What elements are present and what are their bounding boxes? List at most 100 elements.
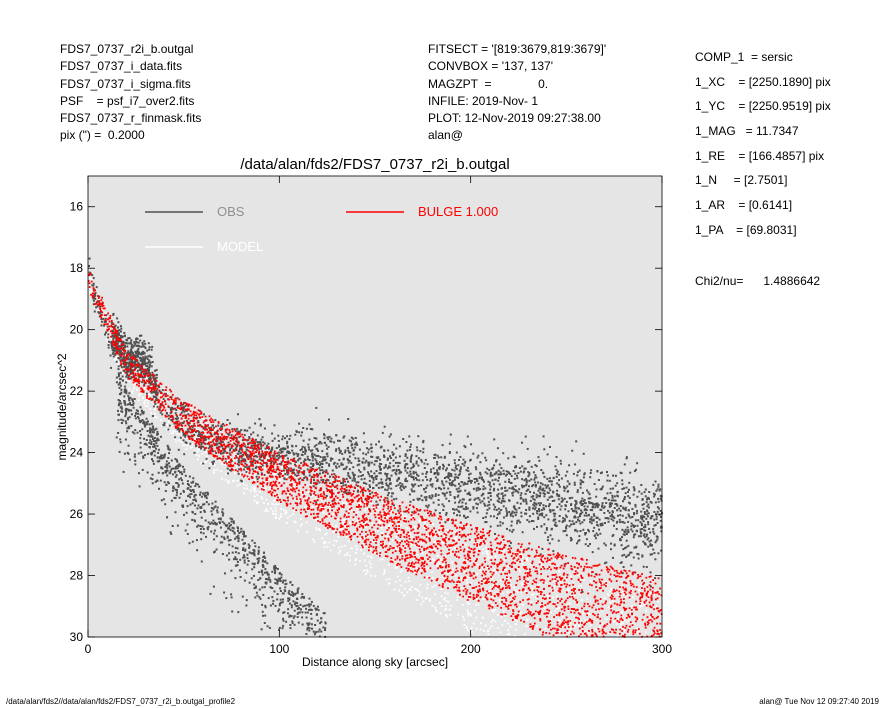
model-point bbox=[158, 394, 160, 396]
obs-point bbox=[625, 486, 628, 489]
model-point bbox=[604, 580, 607, 583]
obs-point bbox=[199, 491, 202, 494]
obs-point bbox=[212, 462, 214, 465]
obs-point bbox=[557, 494, 560, 497]
obs-point bbox=[179, 492, 182, 495]
obs-point bbox=[123, 352, 126, 355]
obs-point bbox=[571, 449, 574, 452]
obs-point bbox=[193, 495, 196, 498]
obs-point bbox=[304, 604, 306, 607]
obs-point bbox=[538, 508, 540, 510]
obs-point bbox=[417, 484, 420, 487]
obs-point bbox=[559, 459, 562, 462]
obs-point bbox=[177, 465, 180, 468]
obs-point bbox=[476, 456, 479, 459]
obs-point bbox=[279, 578, 282, 581]
obs-point bbox=[357, 457, 360, 460]
obs-point bbox=[329, 459, 332, 462]
obs-point bbox=[406, 467, 409, 470]
model-point bbox=[328, 509, 331, 512]
obs-point bbox=[552, 476, 555, 479]
obs-point bbox=[628, 496, 631, 499]
model-point bbox=[138, 394, 141, 397]
obs-point bbox=[299, 611, 301, 614]
obs-point bbox=[274, 572, 276, 575]
obs-point bbox=[331, 469, 334, 472]
obs-point bbox=[624, 509, 627, 512]
obs-point bbox=[120, 346, 123, 349]
obs-point bbox=[297, 587, 300, 590]
obs-point bbox=[583, 499, 586, 501]
obs-point bbox=[619, 509, 622, 512]
obs-point bbox=[211, 461, 214, 464]
model-point bbox=[264, 510, 267, 512]
model-point bbox=[476, 582, 479, 584]
model-point bbox=[433, 545, 436, 547]
model-point bbox=[527, 577, 529, 580]
obs-point bbox=[317, 442, 320, 445]
obs-point bbox=[381, 481, 384, 484]
obs-point bbox=[199, 436, 202, 439]
obs-point bbox=[655, 489, 658, 492]
obs-point bbox=[406, 449, 409, 452]
model-point bbox=[405, 546, 408, 549]
obs-point bbox=[539, 553, 542, 556]
model-point bbox=[278, 495, 281, 498]
obs-point bbox=[357, 489, 359, 492]
obs-point bbox=[261, 586, 264, 589]
obs-point bbox=[552, 490, 555, 493]
obs-point bbox=[295, 452, 298, 455]
obs-point bbox=[148, 363, 151, 366]
obs-point bbox=[510, 524, 513, 527]
model-point bbox=[355, 545, 357, 548]
model-point bbox=[182, 444, 185, 447]
model-point bbox=[256, 502, 258, 504]
obs-point bbox=[306, 458, 309, 461]
model-point bbox=[418, 594, 421, 597]
obs-point bbox=[609, 502, 612, 505]
obs-point bbox=[258, 448, 261, 451]
obs-point bbox=[554, 518, 557, 521]
obs-point bbox=[534, 474, 537, 477]
obs-point bbox=[643, 542, 646, 544]
obs-point bbox=[595, 488, 598, 491]
obs-point bbox=[194, 504, 196, 507]
obs-point bbox=[350, 440, 353, 443]
model-point bbox=[590, 617, 592, 620]
model-point bbox=[236, 479, 239, 482]
obs-point bbox=[556, 489, 559, 492]
obs-point bbox=[367, 448, 370, 451]
obs-point bbox=[643, 515, 646, 518]
obs-point bbox=[646, 498, 648, 501]
obs-point bbox=[627, 490, 629, 493]
model-point bbox=[388, 523, 391, 526]
obs-point bbox=[149, 376, 152, 379]
model-point bbox=[576, 603, 579, 605]
obs-point bbox=[516, 490, 519, 493]
obs-point bbox=[532, 471, 535, 474]
model-point bbox=[305, 506, 307, 509]
model-point bbox=[275, 513, 277, 515]
obs-point bbox=[237, 552, 240, 555]
obs-point bbox=[628, 488, 630, 491]
obs-point bbox=[294, 463, 296, 466]
model-point bbox=[470, 538, 473, 541]
obs-point bbox=[605, 502, 608, 504]
obs-point bbox=[324, 479, 327, 482]
obs-point bbox=[560, 477, 563, 480]
model-point bbox=[186, 445, 189, 447]
model-point bbox=[212, 469, 215, 472]
obs-point bbox=[286, 473, 289, 476]
obs-point bbox=[176, 415, 179, 418]
obs-point bbox=[614, 484, 617, 487]
obs-point bbox=[109, 354, 112, 357]
obs-point bbox=[621, 554, 624, 557]
obs-point bbox=[236, 526, 239, 529]
obs-point bbox=[455, 476, 458, 479]
obs-point bbox=[243, 429, 246, 432]
obs-point bbox=[274, 564, 277, 567]
obs-point bbox=[201, 434, 204, 437]
obs-point bbox=[442, 467, 445, 470]
model-point bbox=[607, 622, 610, 625]
obs-point bbox=[543, 516, 546, 519]
